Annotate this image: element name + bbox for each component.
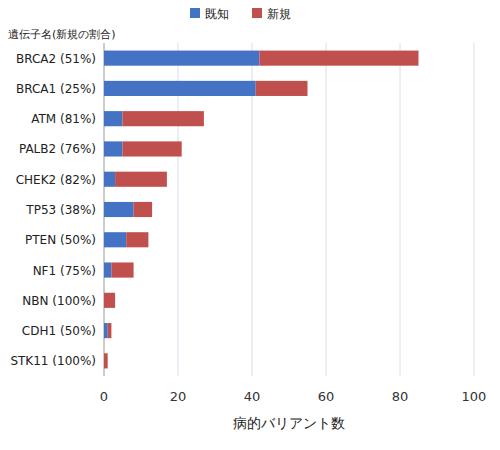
- tick-label: 60: [318, 389, 335, 404]
- chart: 0 20 40 60 80 100 BRCA2 (51%) BRCA1 (25%) ATM (8…: [0, 0, 500, 450]
- bar: [126, 232, 148, 247]
- category-label: ATM (81%): [31, 112, 96, 126]
- grid-line: [400, 43, 401, 376]
- bar: [123, 111, 204, 126]
- category-label: PTEN (50%): [25, 233, 96, 247]
- grid-line: [474, 43, 475, 376]
- bar: [104, 172, 115, 187]
- tick-label: 80: [392, 389, 409, 404]
- bar: [256, 81, 308, 96]
- bar: [104, 51, 259, 66]
- category-label: BRCA1 (25%): [16, 82, 96, 96]
- category-label: CHEK2 (82%): [16, 173, 96, 187]
- bar: [104, 232, 126, 247]
- category-label: TP53 (38%): [25, 203, 96, 217]
- bar: [111, 262, 133, 277]
- bar: [104, 323, 108, 338]
- grid-line: [326, 43, 327, 376]
- bar: [104, 141, 123, 156]
- category-label: PALB2 (76%): [19, 142, 96, 156]
- bar: [259, 51, 418, 66]
- bar: [104, 111, 123, 126]
- bar: [104, 353, 108, 368]
- category-label: BRCA2 (51%): [16, 52, 96, 66]
- category-label: STK11 (100%): [10, 354, 96, 368]
- bar: [123, 141, 182, 156]
- bar: [104, 202, 134, 217]
- tick-label: 20: [170, 389, 187, 404]
- tick-label: 40: [244, 389, 261, 404]
- legend-swatch: [190, 8, 200, 18]
- legend-swatch: [252, 8, 262, 18]
- tick-label: 100: [462, 389, 487, 404]
- category-label: NBN (100%): [22, 294, 96, 308]
- category-label: NF1 (75%): [33, 264, 96, 278]
- legend-label: 新規: [267, 7, 291, 21]
- x-axis-range: [104, 376, 474, 377]
- bars: [104, 51, 419, 369]
- bar: [108, 323, 112, 338]
- x-axis-title: 病的バリアント数: [233, 415, 345, 431]
- bar: [134, 202, 153, 217]
- category-label: CDH1 (50%): [22, 324, 96, 338]
- bar: [104, 81, 256, 96]
- bar: [115, 172, 167, 187]
- bar: [104, 293, 115, 308]
- y-axis-title: 遺伝子名(新規の割合): [8, 28, 116, 41]
- bar: [104, 262, 111, 277]
- legend-label: 既知: [205, 7, 229, 21]
- tick-label: 0: [100, 389, 108, 404]
- page: {"chart_data": {"type": "bar", "orientat…: [0, 0, 500, 450]
